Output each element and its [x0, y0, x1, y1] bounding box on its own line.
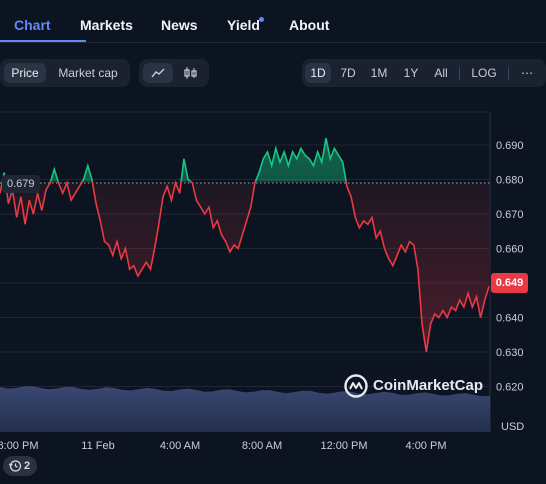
below-reference-fill	[0, 181, 489, 352]
reference-price-tag: 0.679	[2, 175, 40, 193]
range-7d-button[interactable]: 7D	[340, 66, 356, 80]
active-tab-underline	[0, 40, 86, 42]
currency-label: USD	[501, 421, 525, 433]
y-tick-label: 0.630	[496, 347, 524, 359]
history-badge[interactable]: 2	[3, 456, 37, 476]
chart-style-toggle	[139, 59, 209, 87]
chart-gridlines	[0, 111, 490, 387]
volume-area	[0, 386, 490, 432]
y-tick-label: 0.680	[496, 175, 524, 187]
log-scale-button[interactable]: LOG	[471, 66, 497, 80]
range-selector: 1D 7D 1M 1Y All LOG ⋯	[302, 59, 546, 87]
range-1y-button[interactable]: 1Y	[403, 66, 419, 80]
line-chart-button[interactable]	[143, 63, 173, 83]
watermark-text: CoinMarketCap	[373, 377, 484, 394]
coinmarketcap-watermark: CoinMarketCap	[343, 373, 483, 399]
history-count: 2	[24, 460, 31, 472]
tab-about[interactable]: About	[289, 17, 330, 33]
candlestick-icon	[184, 67, 197, 79]
metric-toggle: Price Market cap	[0, 59, 130, 87]
price-line-down	[0, 181, 490, 353]
x-tick-label: 4:00 AM	[160, 440, 200, 452]
y-tick-label: 0.670	[496, 209, 524, 221]
candlestick-chart-button[interactable]	[175, 63, 205, 83]
y-tick-label: 0.640	[496, 313, 524, 325]
history-clock-icon	[8, 460, 22, 472]
current-price-tag: 0.649	[491, 273, 528, 293]
price-toggle-button[interactable]: Price	[4, 63, 46, 83]
toolbar-divider	[459, 67, 460, 80]
x-tick-label: 8:00 PM	[0, 440, 38, 452]
tab-chart[interactable]: Chart	[14, 17, 51, 33]
range-1m-button[interactable]: 1M	[370, 66, 388, 80]
x-tick-label: 8:00 AM	[242, 440, 282, 452]
tab-yield[interactable]: Yield	[227, 17, 260, 33]
x-tick-label: 4:00 PM	[406, 440, 447, 452]
market-cap-toggle-button[interactable]: Market cap	[58, 66, 118, 80]
line-chart-icon	[151, 68, 165, 78]
tab-news[interactable]: News	[161, 17, 198, 33]
more-options-button[interactable]: ⋯	[521, 66, 533, 80]
coinmarketcap-logo-icon	[344, 374, 368, 398]
range-1d-button[interactable]: 1D	[305, 63, 331, 83]
new-indicator-dot	[259, 17, 264, 22]
toolbar-divider	[508, 67, 509, 80]
x-tick-label: 12:00 PM	[320, 440, 367, 452]
x-axis-ticks: 8:00 PM 11 Feb 4:00 AM 8:00 AM 12:00 PM 4:00 …	[0, 440, 446, 452]
y-tick-label: 0.620	[496, 382, 524, 394]
x-tick-label: 11 Feb	[81, 440, 114, 452]
y-tick-label: 0.660	[496, 244, 524, 256]
y-tick-label: 0.690	[496, 140, 524, 152]
tab-markets[interactable]: Markets	[80, 17, 133, 33]
top-tabs: Chart Markets News Yield About	[0, 0, 546, 43]
range-all-button[interactable]: All	[434, 66, 448, 80]
